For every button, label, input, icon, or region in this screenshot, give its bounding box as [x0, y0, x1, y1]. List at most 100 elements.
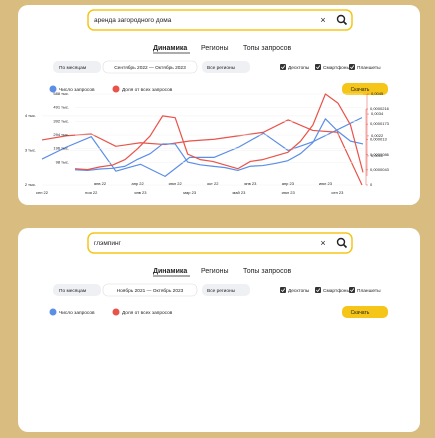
x-tick-label: июл 23	[319, 181, 333, 186]
x-tick-label: ноя 22	[85, 190, 98, 195]
download-label: Скачать	[351, 87, 370, 93]
checkbox[interactable]	[315, 287, 321, 293]
period-dropdown[interactable]	[53, 61, 101, 73]
y-tick-label: 4 тыс.	[25, 113, 36, 118]
tab[interactable]: Динамика	[153, 45, 187, 52]
y2-tick-label: 0,000013	[370, 136, 387, 141]
y2-tick-label: 0,0034	[371, 111, 384, 116]
date-range-label: Ноябрь 2021 — Октябрь 2023	[117, 288, 184, 294]
clear-icon[interactable]: ×	[320, 238, 325, 248]
series-line	[74, 93, 364, 173]
y2-tick-label: 0,0000173	[370, 121, 390, 126]
tab[interactable]: Топы запросов	[243, 45, 292, 52]
checkmark	[316, 65, 321, 70]
y-tick-label: 392 тыс.	[53, 118, 69, 123]
checkbox[interactable]	[280, 287, 286, 293]
y2-tick-label: 0,0022	[371, 133, 384, 138]
y-tick-label: 98 тыс.	[56, 159, 69, 164]
search-icon-handle	[342, 243, 348, 249]
region-dropdown[interactable]	[202, 61, 250, 73]
checkmark	[316, 288, 321, 293]
legend-label: Доля от всех запросов	[122, 310, 173, 316]
y-tick-label: 3 тыс.	[25, 148, 36, 153]
checkmark	[350, 288, 355, 293]
legend-label: Число запросов	[59, 87, 95, 93]
region-label: Все регионы	[207, 288, 236, 294]
x-tick-label: апр 23	[282, 181, 295, 186]
search-box[interactable]	[87, 232, 353, 254]
x-tick-label: июл 22	[169, 181, 183, 186]
date-range[interactable]	[102, 283, 198, 297]
date-range-label: Сентябрь 2022 — Октябрь 2023	[114, 65, 186, 71]
tab[interactable]: Динамика	[153, 268, 187, 275]
period-label: По месяцам	[59, 65, 86, 71]
y-tick-label: 294 тыс.	[53, 132, 69, 137]
checkbox[interactable]	[349, 287, 355, 293]
y-tick-label: 588 тыс.	[53, 91, 69, 96]
search-icon[interactable]	[336, 237, 346, 247]
legend-dot	[112, 85, 120, 93]
device-label: Планшеты	[357, 65, 381, 71]
y2-tick-label: 0,0000216	[370, 106, 390, 111]
y2-tick-label: 0	[370, 182, 373, 187]
tab[interactable]: Регионы	[201, 45, 229, 52]
y2-tick-label: 0,0045	[371, 91, 384, 96]
legend-dot	[112, 308, 120, 316]
device-label: Смартфоны	[323, 65, 350, 71]
y-tick-label: 491 тыс.	[53, 105, 69, 110]
y2-tick-label: 0,0000043	[370, 167, 390, 172]
date-range[interactable]	[102, 60, 198, 74]
period-label: По месяцам	[59, 288, 86, 294]
y2-tick-label: 0,0011	[371, 153, 384, 158]
card	[18, 228, 420, 432]
checkmark	[281, 288, 286, 293]
x-tick-label: сен 23	[331, 190, 344, 195]
x-tick-label: май 23	[233, 190, 247, 195]
download-label: Скачать	[351, 310, 370, 316]
device-label: Планшеты	[357, 288, 381, 294]
x-tick-label: окт 22	[207, 181, 219, 186]
y2-tick-label: 0,0000086	[370, 152, 390, 157]
x-tick-label: сен 22	[36, 190, 49, 195]
y-tick-label: 196 тыс.	[53, 146, 69, 151]
device-label: Десктопы	[288, 288, 310, 294]
panel: аренда загородного дома × Динамика Регионы Т…	[18, 5, 420, 205]
download-button[interactable]	[342, 306, 388, 318]
search-query: глэмпинг	[94, 240, 122, 247]
tab[interactable]: Регионы	[201, 268, 229, 275]
checkmark	[350, 65, 355, 70]
search-icon-handle	[342, 20, 348, 26]
series-line	[74, 118, 364, 172]
legend-dot	[49, 308, 57, 316]
legend-label: Доля от всех запросов	[122, 87, 173, 93]
region-dropdown[interactable]	[202, 284, 250, 296]
period-dropdown[interactable]	[53, 284, 101, 296]
tab[interactable]: Топы запросов	[243, 268, 292, 275]
search-box[interactable]	[87, 9, 353, 31]
checkbox[interactable]	[349, 64, 355, 70]
x-tick-label: июл 23	[282, 190, 296, 195]
x-tick-label: апр 22	[132, 181, 145, 186]
y-tick-label: 2 тыс.	[25, 182, 36, 187]
region-label: Все регионы	[207, 65, 236, 71]
x-tick-label: янв 23	[134, 190, 147, 195]
panel: глэмпинг × Динамика Регионы Топы запросов По …	[18, 91, 420, 432]
clear-icon[interactable]: ×	[320, 15, 325, 25]
device-label: Смартфоны	[323, 288, 350, 294]
download-button[interactable]	[342, 83, 388, 95]
checkbox[interactable]	[280, 64, 286, 70]
series-line	[41, 117, 363, 177]
checkmark	[281, 65, 286, 70]
search-icon[interactable]	[336, 14, 346, 24]
legend-label: Число запросов	[59, 310, 95, 316]
x-tick-label: янв 23	[244, 181, 257, 186]
x-tick-label: мар 23	[183, 190, 197, 195]
x-tick-label: янв 22	[94, 181, 107, 186]
checkbox[interactable]	[315, 64, 321, 70]
legend-dot	[49, 85, 57, 93]
device-label: Десктопы	[288, 65, 310, 71]
series-line	[41, 119, 363, 186]
search-query: аренда загородного дома	[94, 17, 172, 24]
